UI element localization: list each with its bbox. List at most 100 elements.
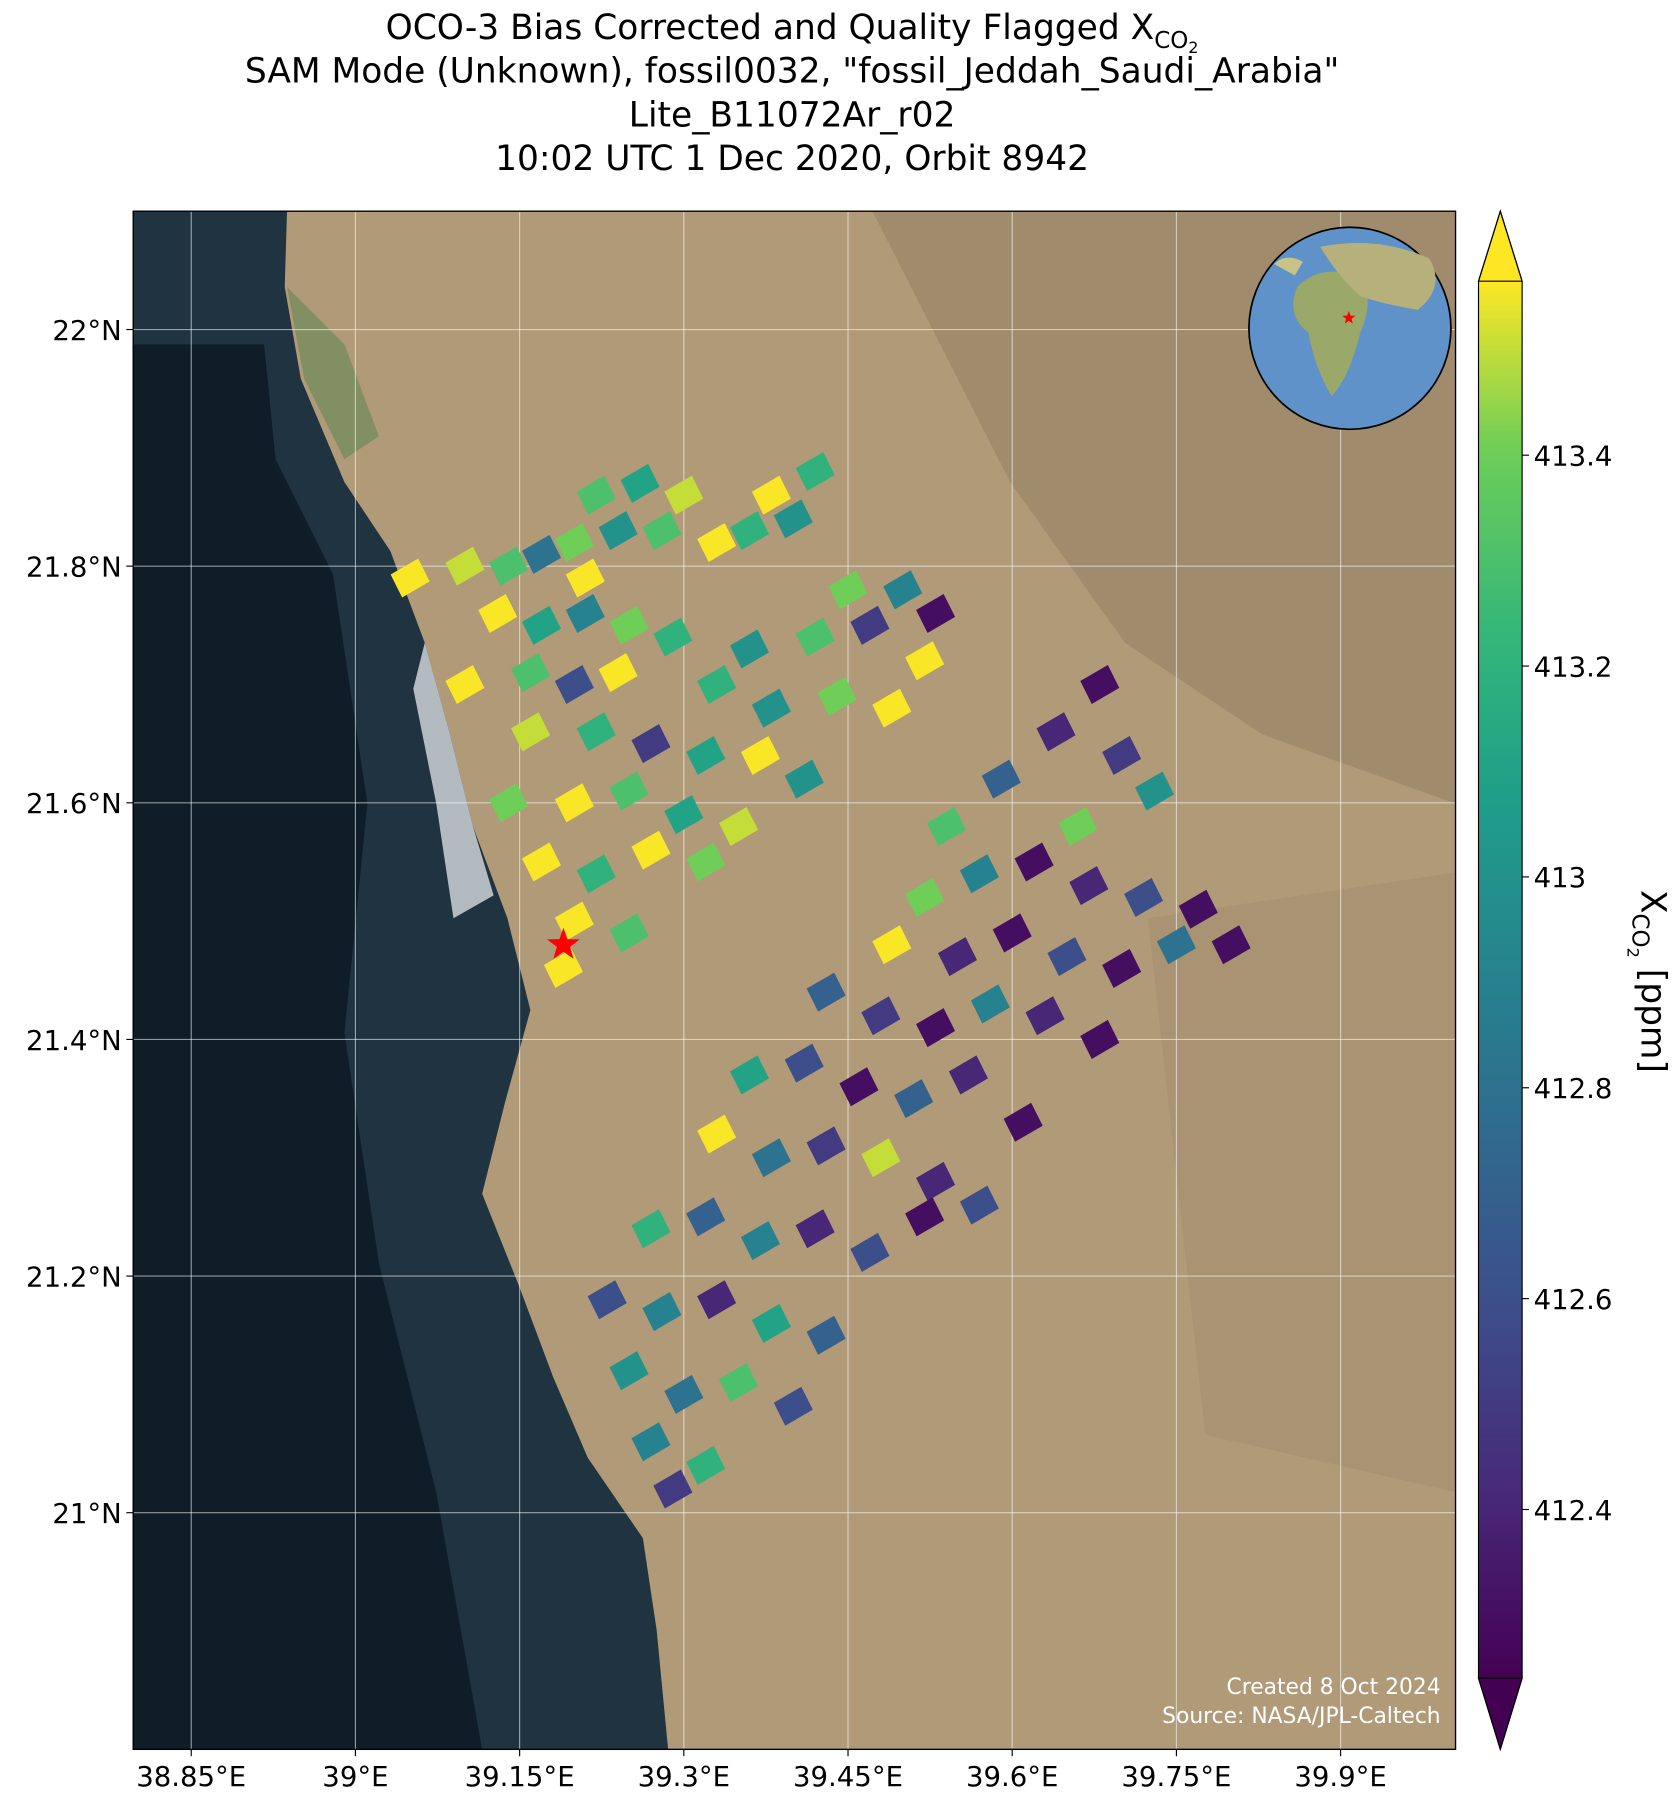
footprint — [1080, 1019, 1120, 1059]
footprint — [664, 1374, 704, 1414]
footprint — [872, 925, 912, 965]
footprint — [565, 558, 605, 598]
footprint — [576, 712, 616, 752]
footprint — [587, 1280, 627, 1320]
footprints — [390, 451, 1251, 1509]
x-tick-label: 39°E — [322, 1761, 388, 1793]
footprint — [828, 570, 868, 610]
footprint — [445, 546, 485, 586]
footprint — [740, 1221, 780, 1261]
footprint — [806, 1315, 846, 1355]
footprint — [522, 605, 562, 645]
colorbar-tick-label: 413 — [1534, 862, 1587, 894]
footprint — [1014, 842, 1054, 882]
x-tick-label: 39.15°E — [465, 1761, 575, 1793]
footprint — [609, 1351, 649, 1391]
footprint — [631, 724, 671, 764]
footprint — [937, 937, 977, 977]
footprint — [1178, 889, 1218, 929]
footprint — [850, 605, 890, 645]
title-subsub: 2 — [1188, 38, 1198, 57]
footprint — [1025, 996, 1065, 1036]
footprint — [872, 688, 912, 728]
footprint — [905, 877, 945, 917]
footprint — [751, 1303, 791, 1343]
footprint — [1156, 925, 1196, 965]
title-line: Lite_B11072Ar_r02 — [629, 95, 956, 135]
footprint — [554, 901, 594, 941]
footprint — [686, 842, 726, 882]
footprint — [522, 534, 562, 574]
grid — [133, 211, 1456, 1750]
footprint — [664, 475, 704, 515]
basemap — [133, 211, 1456, 1750]
y-tick-label: 21.6°N — [26, 788, 122, 820]
footprint — [511, 712, 551, 752]
colorbar-label-text: X — [1633, 890, 1673, 914]
footprint — [795, 451, 835, 492]
colorbar-label-sub: CO — [1626, 914, 1652, 948]
footprint — [1124, 877, 1164, 917]
footprint — [554, 664, 594, 704]
footprint — [751, 688, 791, 728]
footprint — [729, 1055, 770, 1095]
colorbar-tick-label: 412.4 — [1534, 1495, 1613, 1527]
footprint — [642, 511, 682, 551]
footprint — [850, 1232, 890, 1272]
footprint — [1102, 948, 1142, 988]
colorbar-tick-label: 412.6 — [1534, 1284, 1613, 1316]
footprint — [1069, 866, 1109, 906]
footprint — [927, 806, 967, 846]
footprint — [686, 735, 726, 775]
footprint — [905, 641, 945, 681]
footprint — [609, 605, 649, 645]
y-tick-label: 21.4°N — [26, 1025, 122, 1057]
footprint — [697, 522, 737, 563]
globe-iberia — [1274, 257, 1303, 276]
globe-eurasia — [1320, 242, 1436, 310]
footprint — [609, 771, 649, 811]
map-frame — [132, 210, 1457, 1751]
footprint — [916, 1008, 956, 1048]
footprint — [729, 511, 770, 551]
x-tick-label: 39.9°E — [1294, 1761, 1386, 1793]
deep-sea — [133, 344, 483, 1750]
footprint — [576, 854, 616, 894]
y-tick-label: 21°N — [52, 1498, 121, 1530]
footprint — [905, 1197, 945, 1237]
footprint — [817, 676, 857, 716]
x-tick-label: 38.85°E — [136, 1761, 246, 1793]
footprint — [554, 522, 594, 563]
shore — [413, 642, 494, 919]
footprint — [609, 913, 649, 953]
x-tick-label: 39.3°E — [638, 1761, 730, 1793]
footprint — [489, 783, 529, 823]
footprint — [861, 996, 901, 1036]
title-text: 10:02 UTC 1 Dec 2020, Orbit 8942 — [495, 139, 1089, 179]
footprint — [883, 570, 923, 610]
footprint — [1135, 771, 1175, 811]
footprint — [806, 972, 846, 1012]
footprint — [795, 1209, 835, 1249]
footprint — [1036, 712, 1076, 752]
colorbar-body — [1478, 281, 1523, 1679]
footprint — [390, 558, 430, 598]
footprint — [916, 1161, 956, 1201]
footprint — [686, 1197, 726, 1237]
footprint — [1003, 1102, 1043, 1142]
title-line: 10:02 UTC 1 Dec 2020, Orbit 8942 — [495, 139, 1089, 179]
footprint — [795, 617, 835, 657]
title-line: OCO-3 Bias Corrected and Quality Flagged… — [386, 8, 1199, 57]
colorbar-extend-top — [1477, 209, 1523, 282]
footprint — [719, 806, 759, 846]
y-tick-label: 21.2°N — [26, 1261, 122, 1293]
colorbar-tick-label: 413.4 — [1534, 441, 1613, 473]
footprint — [511, 653, 551, 693]
footprint — [697, 1114, 737, 1154]
colorbar-label-subsub: 2 — [1624, 948, 1643, 958]
footprint — [686, 1445, 726, 1485]
footprint — [631, 1422, 671, 1462]
footprint — [959, 854, 999, 894]
colorbar: 412.4 412.6 412.8 413 413.2 413.4 XCO2 [ppm] — [1477, 209, 1673, 1752]
footprint — [1047, 937, 1087, 977]
